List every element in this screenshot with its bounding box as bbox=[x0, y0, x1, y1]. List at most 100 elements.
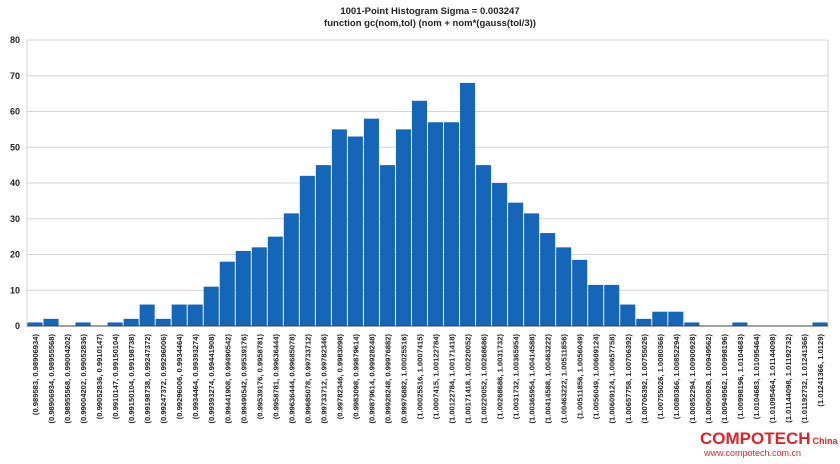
y-axis-ticks: 0 10 20 30 40 50 60 70 80 bbox=[10, 35, 20, 331]
x-tick-label: (0.99052836, 0.9910147) bbox=[95, 334, 104, 420]
bar bbox=[652, 311, 668, 326]
x-tick-label: (0.9934464, 0.99393274) bbox=[191, 334, 200, 420]
x-tick-label: (1.0056049, 1.00609124) bbox=[592, 334, 601, 420]
x-tick-label: (1.00657758, 1.00706392) bbox=[624, 334, 633, 424]
bar bbox=[347, 136, 363, 326]
watermark-logo: COMPOTECH China bbox=[700, 429, 838, 448]
bar bbox=[444, 122, 460, 326]
y-tick-label: 60 bbox=[10, 107, 20, 117]
bar bbox=[588, 284, 604, 326]
x-tick-label: (0.99441908, 0.99490542) bbox=[223, 334, 232, 424]
x-tick-label: (0.99782346, 0.9983098) bbox=[335, 334, 344, 420]
bar bbox=[620, 304, 636, 326]
x-tick-label: (0.99879614, 0.99928248) bbox=[367, 334, 376, 424]
bar bbox=[476, 165, 492, 326]
bar bbox=[27, 322, 43, 326]
x-tick-label: (1.00900928, 1.00949562) bbox=[704, 334, 713, 424]
x-tick-label: (1.00609124, 1.00657758) bbox=[608, 334, 617, 424]
y-tick-label: 50 bbox=[10, 142, 20, 152]
x-tick-label: (0.99733712, 0.99782346) bbox=[319, 334, 328, 424]
bar bbox=[331, 129, 347, 326]
y-tick-label: 20 bbox=[10, 250, 20, 260]
x-tick-label: (0.99928248, 0.99976882) bbox=[383, 334, 392, 424]
x-tick-label: (1.00949562, 1.00998196) bbox=[720, 334, 729, 424]
y-tick-label: 0 bbox=[15, 321, 20, 331]
chart-title: 1001-Point Histogram Sigma = 0.003247 bbox=[340, 6, 519, 17]
bar bbox=[556, 247, 572, 326]
y-tick-label: 10 bbox=[10, 285, 20, 295]
bars bbox=[27, 82, 828, 327]
x-tick-label: (0.98906934, 0.98955568) bbox=[47, 334, 56, 424]
x-tick-label: (1.00852294, 1.00900928) bbox=[688, 334, 697, 424]
bar bbox=[492, 183, 508, 326]
x-tick-label: (0.99490542, 0.99539176) bbox=[239, 334, 248, 424]
bar bbox=[460, 82, 476, 327]
bar bbox=[139, 304, 155, 326]
x-tick-label: (0.9910147, 0.99150104) bbox=[111, 334, 120, 420]
x-tick-label: (1.00122784, 1.00171418) bbox=[448, 334, 457, 424]
bar bbox=[219, 261, 235, 326]
x-tick-label: (0.99247372, 0.99296006) bbox=[159, 334, 168, 424]
bar bbox=[43, 318, 59, 326]
bar bbox=[75, 322, 91, 326]
bar bbox=[155, 318, 171, 326]
x-tick-label: (0.99150104, 0.99198738) bbox=[127, 334, 136, 424]
x-tick-label: (1.00755026, 1.0080366) bbox=[656, 334, 665, 420]
bar bbox=[395, 129, 411, 326]
x-tick-label: (1.00268686, 1.0031732) bbox=[496, 334, 505, 420]
x-tick-label: (1.00463222, 1.00511856) bbox=[560, 334, 569, 424]
x-tick-label: (0.9983098, 0.99879614) bbox=[351, 334, 360, 420]
bar bbox=[203, 286, 219, 326]
bar bbox=[732, 322, 748, 326]
gridlines bbox=[26, 39, 829, 327]
x-tick-label: (1.0104683, 1.01095464) bbox=[752, 334, 761, 420]
bar bbox=[524, 213, 540, 326]
bar bbox=[187, 304, 203, 326]
chart-subtitle: function gc(nom,tol) (nom + nom*(gauss(t… bbox=[324, 18, 536, 29]
x-tick-label: (1.01192732, 1.01241366) bbox=[800, 334, 809, 424]
y-tick-label: 30 bbox=[10, 214, 20, 224]
bar bbox=[283, 213, 299, 326]
x-tick-label: (1.00511856, 1.0056049) bbox=[576, 334, 585, 419]
x-tick-label: (1.00414588, 1.00463222) bbox=[544, 334, 553, 424]
x-tick-label: (0.98955568, 0.99004202) bbox=[63, 334, 72, 424]
x-tick-label: (1.0080366, 1.00852294) bbox=[672, 334, 681, 420]
bar bbox=[379, 165, 395, 326]
watermark-url: www.compotech.com.cn bbox=[703, 448, 801, 458]
x-tick-label: (1.00220052, 1.00268686) bbox=[480, 334, 489, 424]
bar bbox=[572, 259, 588, 326]
x-tick-label: (1.01144098, 1.01192732) bbox=[784, 334, 793, 423]
bar bbox=[267, 236, 283, 326]
bar bbox=[107, 322, 123, 326]
bar bbox=[123, 318, 139, 326]
y-tick-label: 70 bbox=[10, 71, 20, 81]
y-tick-label: 80 bbox=[10, 35, 20, 45]
x-axis-ticks: (0.989583, 0.98906934) (0.98906934, 0.989… bbox=[31, 334, 825, 424]
x-tick-label: (0.99296006, 0.9934464) bbox=[175, 334, 184, 420]
x-tick-label: (0.9958781, 0.99636444) bbox=[271, 334, 280, 420]
x-tick-label: (1.00706392, 1.00755026) bbox=[640, 334, 649, 424]
bar bbox=[604, 284, 620, 326]
bar bbox=[427, 122, 444, 326]
watermark-suffix: China bbox=[813, 436, 839, 446]
bar bbox=[540, 233, 556, 326]
x-tick-label: (0.99198738, 0.99247372) bbox=[143, 334, 152, 424]
x-tick-label: (1.00998196, 1.0104683) bbox=[736, 334, 745, 420]
x-tick-label: (1.00025516, 1.0007415) bbox=[415, 334, 424, 420]
x-tick-label: (0.99636444, 0.99685078) bbox=[287, 334, 296, 424]
bar bbox=[299, 175, 315, 326]
bar bbox=[251, 247, 267, 326]
bar bbox=[235, 250, 251, 326]
bar bbox=[411, 100, 428, 327]
x-tick-label: (0.99004202, 0.99052836) bbox=[79, 334, 88, 424]
x-tick-label: (1.0007415, 1.00122784) bbox=[432, 334, 441, 420]
x-tick-label: (1.01241366, 1.0129) bbox=[816, 334, 825, 407]
x-tick-label: (1.00365954, 1.00414588) bbox=[528, 334, 537, 424]
watermark-main: COMPOTECH bbox=[700, 429, 811, 448]
y-tick-label: 40 bbox=[10, 178, 20, 188]
bar bbox=[315, 165, 331, 326]
x-tick-label: (0.99976882, 1.00025516) bbox=[399, 334, 408, 424]
x-tick-label: (1.0031732, 1.00365954) bbox=[512, 334, 521, 420]
bar bbox=[636, 318, 652, 326]
